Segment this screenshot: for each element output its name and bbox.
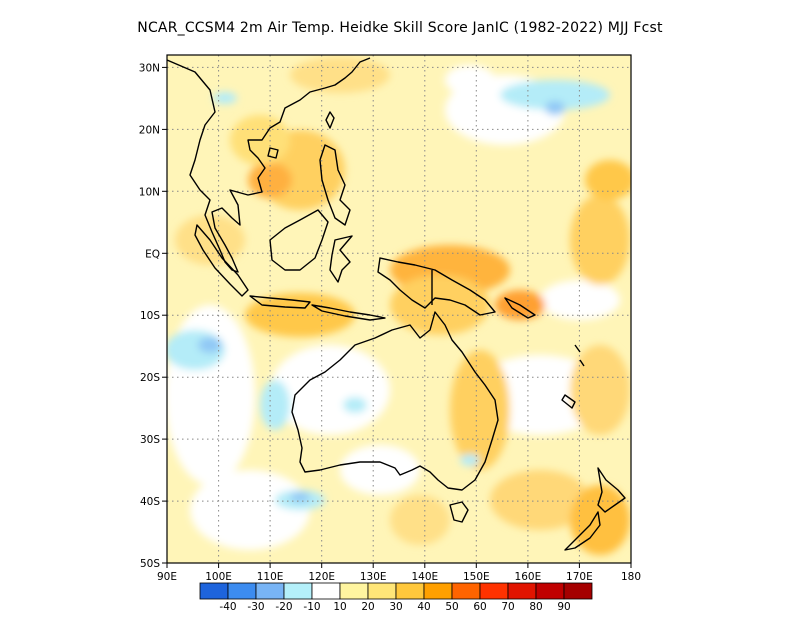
colorbar-swatch: [423, 582, 453, 600]
lon-tick-label: 120E: [308, 571, 335, 583]
coast-sumatra: [194, 224, 249, 297]
colorbar-swatch: [535, 582, 565, 600]
coast-mainland-asia: [167, 57, 371, 273]
colorbar-swatch: [563, 582, 593, 600]
coast-new-guinea: [377, 257, 496, 316]
coast-australia: [291, 311, 499, 491]
colorbar-label: 40: [417, 601, 430, 613]
colorbar-label: -20: [275, 601, 292, 613]
coast-borneo: [269, 209, 329, 271]
lat-tick-label: 10N: [139, 186, 160, 198]
coast-sunda: [311, 304, 386, 321]
coast-new-caledonia: [561, 394, 576, 409]
lon-tick-label: 90E: [157, 571, 177, 583]
coast-new-zealand-south: [564, 511, 601, 551]
colorbar-label: 50: [445, 601, 458, 613]
colorbar-swatch: [507, 582, 537, 600]
lon-tick-labels: 90E 100E 110E 120E 130E 140E 150E 160E 1…: [157, 571, 641, 583]
colorbar-swatch: [255, 582, 285, 600]
lat-tick-label: 10S: [140, 310, 160, 322]
lon-tick-label: 110E: [257, 571, 284, 583]
colorbar-label: 90: [557, 601, 570, 613]
colorbar-label: 10: [333, 601, 346, 613]
colorbar-swatch: [479, 582, 509, 600]
coast-taiwan: [325, 111, 335, 129]
lat-tick-label: 30S: [140, 434, 160, 446]
lat-tick-labels: 30N 20N 10N EQ 10S 20S 30S 40S 50S: [139, 62, 161, 570]
lat-tick-label: 50S: [140, 558, 160, 570]
lon-tick-label: 100E: [205, 571, 232, 583]
colorbar: [199, 582, 593, 600]
coast-java: [249, 295, 311, 309]
lon-tick-label: 140E: [411, 571, 438, 583]
map-frame: [166, 54, 632, 564]
lat-tick-label: 30N: [139, 62, 160, 74]
colorbar-swatch: [339, 582, 369, 600]
lon-tick-label: 180: [621, 571, 641, 583]
colorbar-swatch: [367, 582, 397, 600]
coast-philippines: [319, 144, 351, 226]
colorbar-label: 70: [501, 601, 514, 613]
colorbar-label: 60: [473, 601, 486, 613]
coast-sulawesi: [329, 235, 353, 283]
colorbar-label: 30: [389, 601, 402, 613]
colorbar-swatch: [227, 582, 257, 600]
colorbar-labels: -40 -30 -20 -10 10 20 30 40 50 60 70 80 …: [219, 601, 570, 613]
lon-tick-label: 150E: [463, 571, 490, 583]
colorbar-swatch: [395, 582, 425, 600]
lat-tick-label: EQ: [145, 248, 160, 260]
colorbar-swatch: [311, 582, 341, 600]
coast-solomons: [504, 297, 536, 319]
colorbar-label: 20: [361, 601, 374, 613]
axis-ticks: [162, 66, 632, 568]
colorbar-label: -40: [219, 601, 236, 613]
coast-new-zealand-north: [597, 467, 626, 513]
lon-tick-label: 160E: [515, 571, 542, 583]
lat-tick-label: 20N: [139, 124, 160, 136]
colorbar-label: -30: [247, 601, 264, 613]
colorbar-label: -10: [303, 601, 320, 613]
coast-hainan: [267, 147, 279, 159]
skill-shading: [167, 55, 631, 563]
coast-tasmania: [449, 501, 469, 523]
coastlines: [167, 57, 626, 551]
colorbar-label: 80: [529, 601, 542, 613]
lat-tick-label: 40S: [140, 496, 160, 508]
colorbar-swatch: [199, 582, 229, 600]
lat-tick-label: 20S: [140, 372, 160, 384]
map-title: NCAR_CCSM4 2m Air Temp. Heidke Skill Sco…: [137, 20, 663, 36]
lon-tick-label: 130E: [360, 571, 387, 583]
colorbar-swatch: [451, 582, 481, 600]
lon-tick-label: 170E: [566, 571, 593, 583]
colorbar-swatch: [283, 582, 313, 600]
